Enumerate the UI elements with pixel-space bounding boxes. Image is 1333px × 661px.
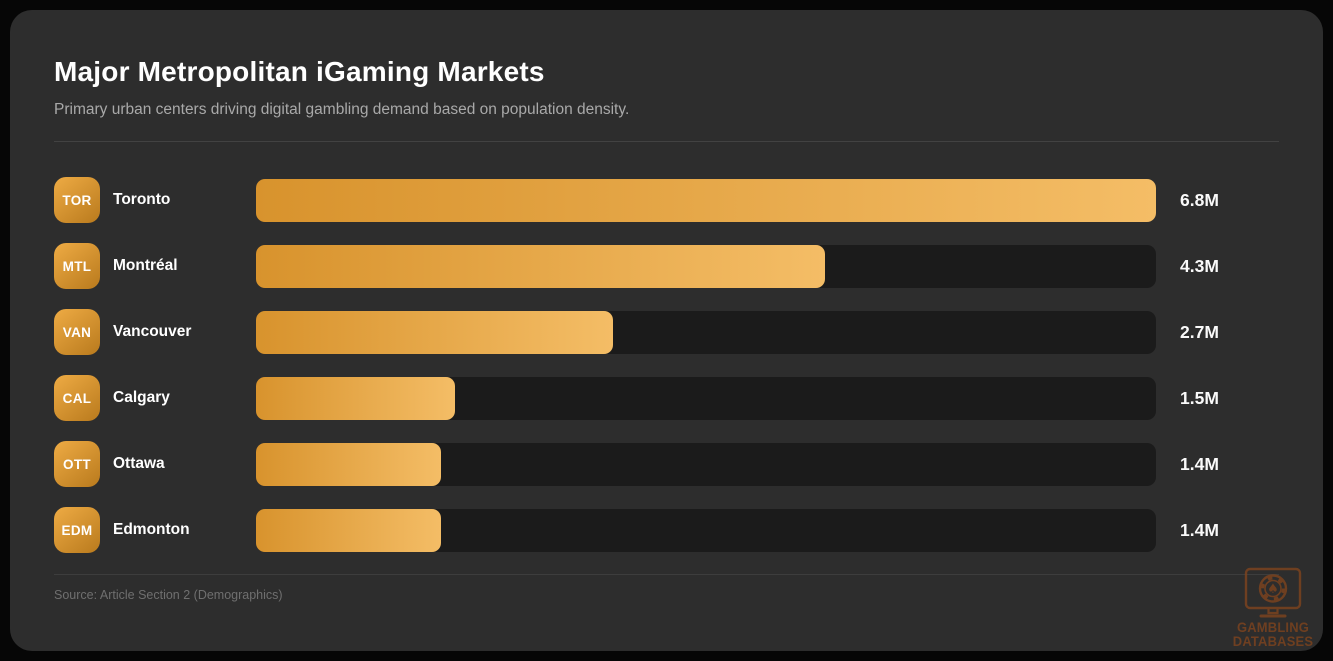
bar-fill xyxy=(256,310,614,354)
city-code-badge: CAL xyxy=(54,375,100,421)
bar-fill xyxy=(256,508,442,552)
city-code-badge: TOR xyxy=(54,177,100,223)
spade-icon: ♠ xyxy=(1267,582,1279,597)
city-name-label: Calgary xyxy=(113,389,170,406)
city-name-label: Montréal xyxy=(113,257,178,274)
city-code-badge: OTT xyxy=(54,441,100,487)
bar-value-label: 6.8M xyxy=(1180,189,1219,210)
watermark-logo: ♠ GAMBLING DATABASES xyxy=(1227,567,1319,649)
bar-track xyxy=(256,376,1156,420)
city-code-badge: VAN xyxy=(54,309,100,355)
city-name-label: Vancouver xyxy=(113,323,192,340)
source-note: Source: Article Section 2 (Demographics) xyxy=(54,588,283,602)
bar-value-label: 4.3M xyxy=(1180,255,1219,276)
bar-fill xyxy=(256,442,442,486)
header-divider xyxy=(54,141,1279,142)
bar-track xyxy=(256,178,1156,222)
market-row: TOR Toronto 6.8M xyxy=(54,177,1279,223)
market-row: MTL Montréal 4.3M xyxy=(54,243,1279,289)
page-subtitle: Primary urban centers driving digital ga… xyxy=(54,101,630,118)
bar-fill xyxy=(256,178,1156,222)
city-code-badge: MTL xyxy=(54,243,100,289)
watermark-line1: GAMBLING xyxy=(1236,620,1310,635)
watermark-line2: DATABASES xyxy=(1232,634,1314,649)
bar-track xyxy=(256,310,1156,354)
monitor-casino-chip-icon: ♠ xyxy=(1244,567,1302,618)
bar-value-label: 1.5M xyxy=(1180,387,1219,408)
bar-value-label: 1.4M xyxy=(1180,519,1219,540)
page-title: Major Metropolitan iGaming Markets xyxy=(54,56,545,87)
bar-track xyxy=(256,508,1156,552)
bar-value-label: 2.7M xyxy=(1180,321,1219,342)
chart-card: Major Metropolitan iGaming Markets Prima… xyxy=(10,10,1323,651)
market-row: OTT Ottawa 1.4M xyxy=(54,441,1279,487)
market-row: CAL Calgary 1.5M xyxy=(54,375,1279,421)
market-row: EDM Edmonton 1.4M xyxy=(54,507,1279,553)
bar-track xyxy=(256,442,1156,486)
market-row: VAN Vancouver 2.7M xyxy=(54,309,1279,355)
city-name-label: Ottawa xyxy=(113,455,165,472)
city-code-badge: EDM xyxy=(54,507,100,553)
bar-chart: TOR Toronto 6.8M MTL Montréal 4.3M VAN V… xyxy=(54,177,1279,553)
bar-fill xyxy=(256,244,826,288)
city-name-label: Edmonton xyxy=(113,521,190,538)
bar-track xyxy=(256,244,1156,288)
bar-fill xyxy=(256,376,455,420)
city-name-label: Toronto xyxy=(113,191,171,208)
bar-value-label: 1.4M xyxy=(1180,453,1219,474)
footer-divider xyxy=(54,574,1279,575)
